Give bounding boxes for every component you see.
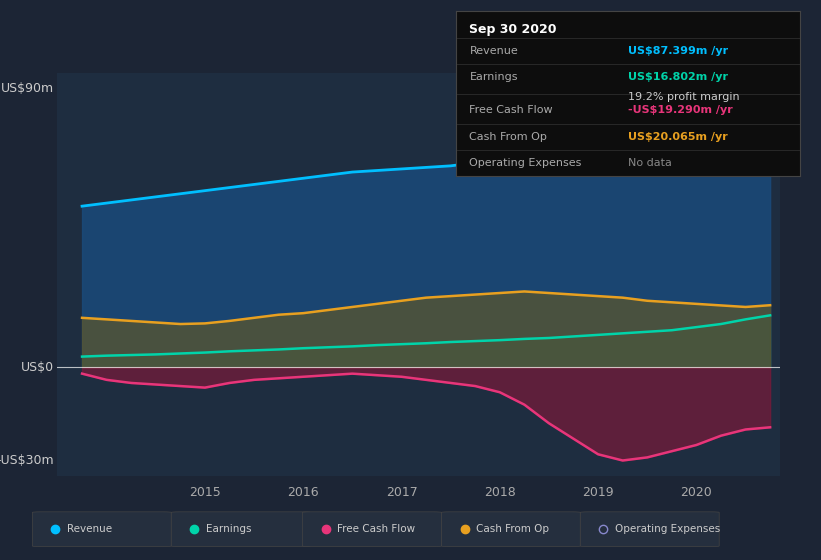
- Text: -US$19.290m /yr: -US$19.290m /yr: [628, 105, 733, 115]
- Text: US$0: US$0: [21, 361, 54, 374]
- FancyBboxPatch shape: [302, 512, 442, 547]
- Text: -US$30m: -US$30m: [0, 454, 54, 467]
- Text: Cash From Op: Cash From Op: [476, 524, 549, 534]
- Text: Cash From Op: Cash From Op: [470, 132, 548, 142]
- FancyBboxPatch shape: [580, 512, 719, 547]
- Text: Earnings: Earnings: [470, 72, 518, 82]
- Text: No data: No data: [628, 158, 672, 168]
- Text: Free Cash Flow: Free Cash Flow: [470, 105, 553, 115]
- Text: Free Cash Flow: Free Cash Flow: [337, 524, 415, 534]
- Text: 19.2% profit margin: 19.2% profit margin: [628, 92, 740, 102]
- Text: Operating Expenses: Operating Expenses: [615, 524, 720, 534]
- Text: US$16.802m /yr: US$16.802m /yr: [628, 72, 728, 82]
- Text: US$87.399m /yr: US$87.399m /yr: [628, 46, 728, 56]
- Text: Operating Expenses: Operating Expenses: [470, 158, 582, 168]
- Text: Revenue: Revenue: [470, 46, 518, 56]
- Text: Earnings: Earnings: [206, 524, 251, 534]
- FancyBboxPatch shape: [32, 512, 172, 547]
- Text: Sep 30 2020: Sep 30 2020: [470, 23, 557, 36]
- FancyBboxPatch shape: [442, 512, 580, 547]
- Text: US$20.065m /yr: US$20.065m /yr: [628, 132, 727, 142]
- Text: Revenue: Revenue: [67, 524, 112, 534]
- FancyBboxPatch shape: [172, 512, 310, 547]
- Text: US$90m: US$90m: [1, 82, 54, 95]
